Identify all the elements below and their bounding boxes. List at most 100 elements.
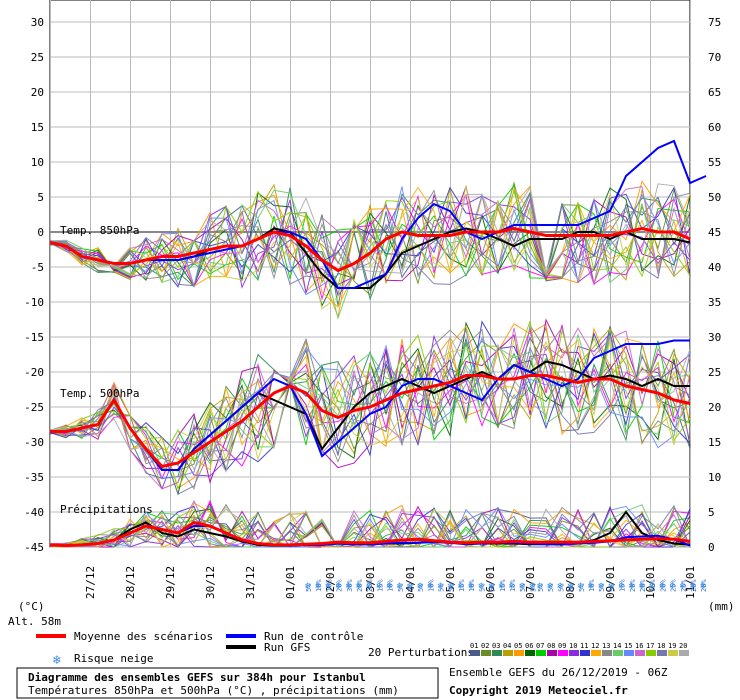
perturbation-number: 04	[503, 642, 511, 650]
x-tick-label: 28/12	[124, 566, 137, 599]
perturbation-swatch	[514, 650, 524, 656]
snow-risk-label: 25%	[670, 579, 678, 592]
snow-risk-label: 15%	[376, 579, 384, 592]
x-tick-label: 31/12	[244, 566, 257, 599]
perturbation-line	[49, 189, 691, 320]
left-tick-label: -10	[24, 296, 44, 309]
snow-risk-row: 5%❄ 10%❄ 10%❄ 20%❄ 30%❄ 20%❄ 25%❄ 15%❄ 10%❄ 5%❄ 5%…	[305, 579, 708, 592]
left-tick-label: 25	[31, 51, 44, 64]
left-tick-label: -45	[24, 541, 44, 554]
snowflake-icon: ❄	[619, 581, 626, 592]
perturbation-number: 18	[657, 642, 665, 650]
snowflake-icon: ❄	[568, 581, 575, 592]
legend-snow: Risque neige	[74, 652, 153, 665]
perturbation-swatch	[481, 650, 491, 656]
snowflake-icon: ❄	[557, 581, 564, 592]
perturbation-swatch	[591, 650, 601, 656]
x-axis-ticks: 27/12 28/12 29/12 30/12 31/12 01/01 02/01 03/01…	[84, 566, 697, 599]
snow-risk-label: 20%	[629, 579, 637, 592]
perturbation-swatch	[635, 650, 645, 656]
left-tick-label: 15	[31, 121, 44, 134]
right-tick-label: 65	[708, 86, 721, 99]
left-tick-label: 0	[37, 226, 44, 239]
perturbation-swatch	[646, 650, 656, 656]
snowflake-icon: ❄	[598, 581, 605, 592]
snowflake-icon: ❄	[639, 581, 646, 592]
snowflake-icon: ❄	[448, 581, 455, 592]
x-tick-label: 30/12	[204, 566, 217, 599]
right-tick-label: 55	[708, 156, 721, 169]
perturbation-number: 15	[624, 642, 632, 650]
x-tick-label: 29/12	[164, 566, 177, 599]
plot-grid	[49, 0, 691, 548]
snowflake-icon: ❄	[489, 581, 496, 592]
perturbation-line	[49, 180, 691, 319]
left-axis-ticks: 30 25 20 15 10 5 0 -5 -10 -15 -20 -25 -30 -35 -40 -45	[24, 16, 44, 554]
legend-mean: Moyenne des scénarios	[74, 630, 213, 643]
perturbation-number: 06	[525, 642, 533, 650]
snow-risk-label: 10%	[315, 579, 323, 592]
snow-risk-label: 5%	[417, 583, 425, 592]
perturbation-line	[49, 506, 691, 549]
legend-gfs: Run GFS	[264, 641, 310, 654]
perturbation-number: 03	[492, 642, 500, 650]
snow-risk-label: 25%	[366, 579, 374, 592]
snowflake-icon: ❄	[537, 581, 544, 592]
left-tick-label: -15	[24, 331, 44, 344]
snow-risk-label: 15%	[619, 579, 627, 592]
snow-risk-label: 10%	[588, 579, 596, 592]
x-tick-label: 10/01	[644, 566, 657, 599]
snowflake-icon: ❄	[499, 581, 506, 592]
snowflake-icon: ❄	[519, 581, 526, 592]
snow-risk-label: 5%	[608, 583, 616, 592]
snow-risk-label: 5%	[478, 583, 486, 592]
perturbation-swatch	[536, 650, 546, 656]
snowflake-icon: ❄	[629, 581, 636, 592]
perturbation-swatch	[613, 650, 623, 656]
series-line-t850	[49, 226, 691, 273]
snowflake-icon: ❄	[336, 581, 343, 592]
x-tick-label: 11/01	[684, 566, 697, 599]
legend-control: Run de contrôle	[264, 630, 363, 643]
perturbation-line	[49, 194, 691, 301]
perturbation-number: 13	[602, 642, 610, 650]
perturbation-line	[49, 186, 691, 308]
perturbation-number: 09	[558, 642, 566, 650]
x-tick-label: 08/01	[564, 566, 577, 599]
perturbation-line	[49, 326, 691, 466]
snow-risk-label: 5%	[537, 583, 545, 592]
x-tick-label: 06/01	[484, 566, 497, 599]
snow-risk-label: 5%	[547, 583, 555, 592]
snowflake-icon: ❄	[366, 581, 373, 592]
perturbation-swatch	[668, 650, 678, 656]
left-tick-label: 30	[31, 16, 44, 29]
right-tick-label: 45	[708, 226, 721, 239]
perturbation-swatch	[602, 650, 612, 656]
legend: Moyenne des scénarios Run de contrôle Ru…	[36, 630, 689, 668]
perturbation-line	[49, 320, 691, 472]
perturbation-swatch	[503, 650, 513, 656]
snowflake-icon: ❄	[427, 581, 434, 592]
right-tick-label: 30	[708, 331, 721, 344]
snowflake-icon: ❄	[659, 581, 666, 592]
perturbation-swatch	[470, 650, 480, 656]
perturbation-number: 08	[547, 642, 555, 650]
snowflake-icon: ❄	[346, 581, 353, 592]
x-tick-label: 27/12	[84, 566, 97, 599]
snowflake-icon: ❄	[407, 581, 414, 592]
snow-risk-label: 5%	[529, 583, 537, 592]
perturbation-number: 19	[668, 642, 676, 650]
perturbation-number: 20	[679, 642, 687, 650]
snow-risk-label: 15%	[509, 579, 517, 592]
main-series-lines	[49, 139, 707, 548]
perturbation-swatch	[558, 650, 568, 656]
panel-labels: Temp. 850hPa Temp. 500hPa Précipitations	[60, 224, 153, 516]
x-tick-label: 09/01	[604, 566, 617, 599]
snowflake-icon: ❄	[509, 581, 516, 592]
snow-risk-label: 5%	[519, 583, 527, 592]
snow-risk-label: 30%	[346, 579, 354, 592]
perturbation-swatch	[624, 650, 634, 656]
left-tick-label: 10	[31, 156, 44, 169]
right-unit: (mm)	[708, 600, 735, 613]
